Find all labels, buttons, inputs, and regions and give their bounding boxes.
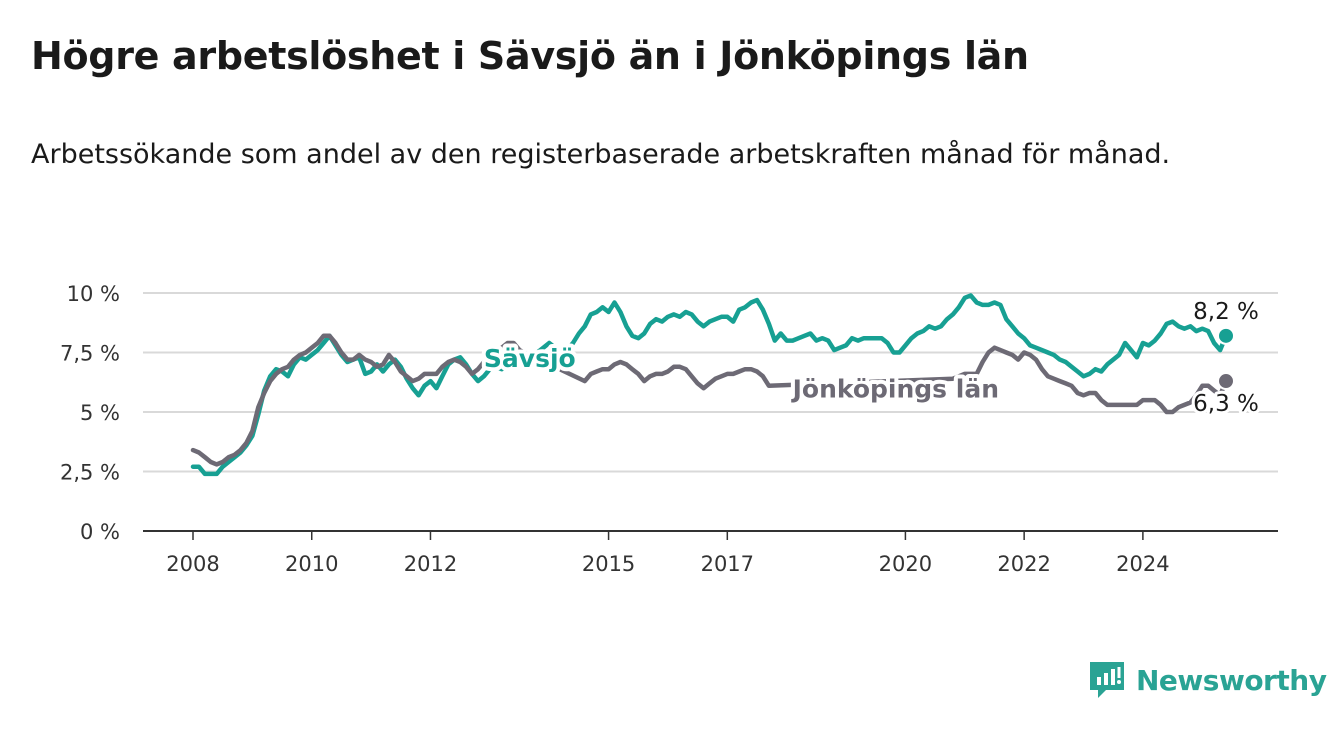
x-tick-label: 2015 xyxy=(582,552,635,576)
series-name-label-1: Jönköpings län xyxy=(791,375,999,404)
y-tick-label: 10 % xyxy=(67,282,120,306)
x-axis-ticks: 2008 2010 2012 2015 2017 2020 2022 2024 xyxy=(166,531,1170,576)
series-end-value-0: 8,2 % xyxy=(1193,299,1259,325)
bar-chart-icon xyxy=(1090,662,1124,698)
y-tick-label: 2,5 % xyxy=(60,461,120,485)
x-tick-label: 2020 xyxy=(879,552,932,576)
series-labels: Sävsjö 8,2 % Jönköpings län 6,3 % xyxy=(480,296,1262,420)
series-end-point-1 xyxy=(1217,372,1235,391)
x-tick-label: 2010 xyxy=(285,552,338,576)
y-tick-label: 7,5 % xyxy=(60,342,120,366)
chart-subtitle: Arbetssökande som andel av den registerb… xyxy=(31,139,1171,170)
series-name-label-0: Sävsjö xyxy=(484,344,576,373)
x-tick-label: 2012 xyxy=(404,552,457,576)
y-tick-label: 5 % xyxy=(80,401,120,425)
series-line-1 xyxy=(190,333,1229,467)
x-tick-label: 2017 xyxy=(701,552,754,576)
brand-name: Newsworthy xyxy=(1136,663,1327,697)
gridlines xyxy=(143,292,1278,532)
brand-logo: Newsworthy xyxy=(1088,660,1327,700)
series-line-0 xyxy=(190,293,1229,477)
x-tick-label: 2024 xyxy=(1116,552,1169,576)
chart-title: Högre arbetslöshet i Sävsjö än i Jönköpi… xyxy=(31,34,1029,78)
series-end-value-1: 6,3 % xyxy=(1193,391,1259,417)
y-axis-ticks: 0 % 2,5 % 5 % 7,5 % 10 % xyxy=(60,282,120,544)
x-tick-label: 2008 xyxy=(166,552,219,576)
series-end-point-0 xyxy=(1217,326,1235,345)
line-chart: 0 % 2,5 % 5 % 7,5 % 10 % 2008 2010 2012 2015 201… xyxy=(60,282,1278,576)
y-tick-label: 0 % xyxy=(80,520,120,544)
series-lines xyxy=(190,293,1235,477)
x-tick-label: 2022 xyxy=(997,552,1050,576)
